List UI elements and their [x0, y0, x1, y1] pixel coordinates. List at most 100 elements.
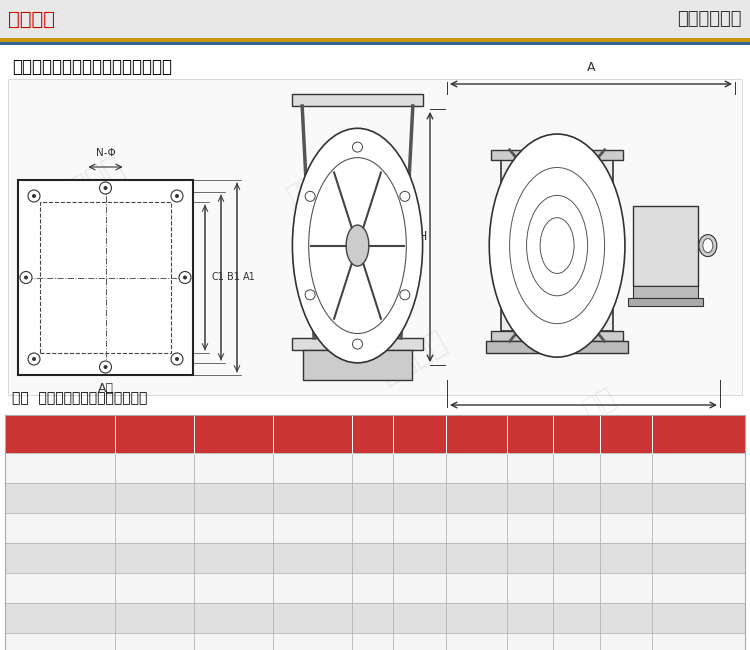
Circle shape: [100, 182, 112, 194]
Text: 300×300: 300×300: [128, 463, 180, 473]
Text: 450: 450: [362, 553, 383, 563]
Text: ~950: ~950: [404, 643, 434, 650]
Text: 400×400: 400×400: [286, 583, 338, 593]
Text: 86: 86: [670, 643, 685, 650]
Text: 620: 620: [362, 643, 383, 650]
Text: □300×400: □300×400: [28, 523, 91, 533]
Text: 8-φ13: 8-φ13: [460, 493, 493, 503]
Text: 610×610: 610×610: [128, 643, 180, 650]
Text: 450×450: 450×450: [286, 613, 338, 623]
Circle shape: [400, 191, 410, 202]
Text: 200×200: 200×200: [286, 463, 338, 473]
Text: 转速: 转速: [620, 422, 632, 432]
Circle shape: [171, 353, 183, 365]
Circle shape: [400, 290, 410, 300]
Text: 卸料: 卸料: [672, 422, 683, 432]
Text: 每转: 每转: [571, 422, 583, 432]
Text: 400×400: 400×400: [128, 523, 180, 533]
Text: 冠德机械: 冠德机械: [374, 327, 452, 388]
Circle shape: [20, 272, 32, 283]
Ellipse shape: [699, 235, 717, 257]
Circle shape: [305, 191, 315, 202]
Text: 250×250: 250×250: [286, 493, 338, 503]
Text: 250×250: 250×250: [208, 463, 259, 473]
Text: 310×310: 310×310: [208, 493, 259, 503]
Bar: [5, 513, 745, 543]
Bar: [5, 573, 745, 603]
Ellipse shape: [346, 225, 369, 266]
Text: 48: 48: [569, 613, 584, 623]
Text: E: E: [580, 415, 587, 428]
Text: 300: 300: [362, 463, 383, 473]
Text: 8.5: 8.5: [669, 463, 686, 473]
Bar: [5, 453, 745, 483]
Bar: [491, 150, 623, 160]
Circle shape: [28, 353, 40, 365]
Text: ~900: ~900: [404, 613, 434, 623]
Text: B1×B1: B1×B1: [215, 429, 251, 439]
Bar: [0, 0, 750, 38]
Circle shape: [352, 339, 362, 349]
Bar: [292, 338, 423, 350]
Text: N-φ: N-φ: [466, 429, 486, 439]
Text: 冠德机械: 冠德机械: [486, 476, 564, 538]
Circle shape: [175, 194, 179, 198]
Bar: [18, 180, 193, 375]
Text: 12-φ17: 12-φ17: [457, 613, 497, 623]
Circle shape: [28, 190, 40, 202]
Text: 520: 520: [362, 583, 383, 593]
Text: H: H: [417, 231, 427, 244]
Text: 0.75: 0.75: [518, 463, 542, 473]
Text: 电动钢性叶轮给料机规格及技术参数: 电动钢性叶轮给料机规格及技术参数: [12, 58, 172, 76]
Text: A1×A1: A1×A1: [136, 429, 172, 439]
Text: C1: C1: [211, 272, 224, 283]
Circle shape: [183, 276, 187, 279]
Circle shape: [352, 142, 362, 152]
Ellipse shape: [489, 134, 625, 357]
Text: 8-φ17: 8-φ17: [460, 523, 493, 533]
Text: 510×510: 510×510: [128, 583, 180, 593]
Text: B1: B1: [227, 272, 240, 283]
Text: 冠德机械: 冠德机械: [74, 281, 152, 343]
Text: 350×350: 350×350: [286, 553, 338, 563]
Text: 60: 60: [570, 643, 584, 650]
Text: 冠德机械: 冠德机械: [51, 151, 129, 213]
Circle shape: [24, 276, 28, 279]
Text: C1×C1: C1×C1: [295, 429, 331, 439]
Bar: [303, 350, 412, 380]
Text: 1.5: 1.5: [521, 553, 538, 563]
Text: 24: 24: [619, 643, 633, 650]
Text: 560×560: 560×560: [128, 613, 180, 623]
Text: 产品参数: 产品参数: [8, 10, 55, 29]
Bar: [5, 415, 745, 650]
Text: 400: 400: [362, 523, 383, 533]
Text: kW: kW: [521, 436, 538, 446]
Bar: [628, 298, 703, 305]
Text: 40: 40: [569, 583, 584, 593]
Circle shape: [100, 361, 112, 373]
Text: 规格口×H(mm): 规格口×H(mm): [28, 429, 92, 439]
Text: 8-φ11: 8-φ11: [460, 463, 493, 473]
Text: A: A: [586, 61, 596, 74]
Text: 400×400: 400×400: [208, 553, 259, 563]
Text: 冠德  钢性叶轮给料机主要技术参数: 冠德 钢性叶轮给料机主要技术参数: [12, 391, 147, 405]
Bar: [486, 341, 628, 354]
Circle shape: [179, 272, 191, 283]
Text: 12: 12: [569, 493, 584, 503]
Text: □250×350: □250×350: [28, 493, 91, 503]
Bar: [501, 160, 614, 332]
Text: 500×500: 500×500: [208, 613, 259, 623]
Text: 450×450: 450×450: [208, 583, 259, 593]
Bar: [8, 79, 742, 395]
Text: ~520: ~520: [404, 463, 434, 473]
Bar: [292, 94, 423, 106]
Text: 冠德机械: 冠德机械: [501, 197, 579, 258]
Text: 20: 20: [569, 553, 584, 563]
Text: 冠德机械: 冠德机械: [148, 424, 226, 486]
Circle shape: [305, 290, 315, 300]
Text: r/min: r/min: [611, 436, 640, 446]
Text: 2.2: 2.2: [521, 583, 539, 593]
Text: ~740: ~740: [404, 553, 435, 563]
Text: 功率: 功率: [524, 422, 536, 432]
Text: 24: 24: [619, 463, 633, 473]
